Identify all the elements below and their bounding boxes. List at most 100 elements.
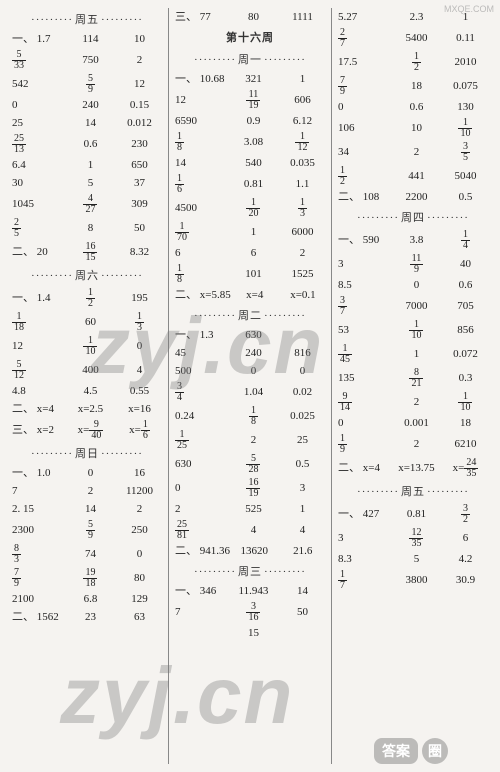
answer-cell: x=2435 [441,458,490,479]
answer-cell: 18 [441,418,490,429]
answer-cell: 7 [10,486,66,497]
answer-row: 145400.035 [173,156,327,171]
stamp-pill: 答案 [374,738,418,764]
answer-cell: 130 [441,102,490,113]
answer-row: 二、 x=4x=2.5x=16 [10,402,164,417]
answer-cell: x=16 [115,420,164,441]
answer-cell: 二、 20 [10,247,66,258]
answer-row: 2. 15142 [10,502,164,517]
answer-row: 016193 [173,478,327,499]
answer-cell: 27 [336,28,392,49]
answer-cell: x=2.5 [66,404,115,415]
answer-cell: 2 [392,439,441,450]
answer-cell: 3 [278,483,327,494]
page: ·········周五·········一、 1.711410533750254… [0,0,500,772]
answer-cell: 12 [10,341,66,352]
answer-cell: 3 [336,259,392,270]
section-heading: ·········周三········· [173,563,327,579]
answer-row: 1186013 [10,312,164,333]
answer-row: 662 [173,246,327,261]
answer-row: 一、 1.412195 [10,288,164,309]
answer-cell: 25 [10,118,66,129]
answer-cell: 2300 [10,525,66,536]
answer-row: 25140.012 [10,116,164,131]
answer-cell: x=4 [231,290,279,301]
answer-cell: 0.001 [392,418,441,429]
answer-cell: 0.9 [229,116,278,127]
answer-cell: 250 [115,525,164,536]
answer-cell: 816 [278,348,327,359]
answer-row: 00.00118 [336,416,490,431]
answer-row: 341.040.02 [173,382,327,403]
answer-cell: 2010 [441,57,490,68]
answer-cell: 34 [336,147,392,158]
answer-cell: 110 [392,320,441,341]
answer-cell: 10 [115,34,164,45]
content-columns: ·········周五·········一、 1.711410533750254… [0,0,500,772]
answer-row: 121119606 [173,90,327,111]
answer-cell: 4.8 [10,386,66,397]
answer-row: 83740 [10,544,164,565]
answer-cell: 11200 [115,486,164,497]
answer-row: 一、 1.3630 [173,328,327,343]
answer-cell: 6210 [441,439,490,450]
answer-row: 一、 5903.814 [336,230,490,251]
answer-row: 311940 [336,254,490,275]
answer-cell: 2 [173,504,229,515]
bottom-stamp: 答案 圈 [374,736,494,766]
answer-cell: 0 [336,418,392,429]
answer-cell: 7000 [392,301,441,312]
answer-cell: 30.9 [441,575,490,586]
answer-cell: 19 [336,434,392,455]
answer-row: 17016000 [173,222,327,243]
answer-row: 二、 x=5.85x=4x=0.1 [173,288,327,303]
answer-row: 5425912 [10,74,164,95]
answer-cell: 12 [336,166,392,187]
answer-cell: 5.27 [336,12,392,23]
stamp-circle: 圈 [422,738,448,764]
answer-cell: 一、 1.7 [10,34,66,45]
answer-cell: 110 [441,392,490,413]
answer-row: 8.354.2 [336,552,490,567]
answer-cell: 25 [278,435,327,446]
answer-cell: 79 [336,76,392,97]
answer-cell: 74 [66,549,115,560]
column-3: 5.272.312754000.1117.512201079180.07500.… [332,8,494,764]
answer-cell: 542 [10,79,66,90]
answer-row: 21006.8129 [10,592,164,607]
answer-cell: 4.2 [441,554,490,565]
answer-cell: 0.6 [392,102,441,113]
answer-row: 181011525 [173,264,327,285]
answer-cell: 3.8 [392,235,441,246]
answer-cell: 914 [336,392,392,413]
answer-cell: 0 [392,280,441,291]
answer-cell: 18 [173,132,229,153]
answer-cell: x=940 [66,420,115,441]
answer-cell: 18 [392,81,441,92]
answer-cell: 0 [336,102,392,113]
answer-cell: 0.81 [229,179,278,190]
answer-row: 三、 x=2x=940x=16 [10,420,164,441]
answer-cell: 30 [10,178,66,189]
answer-cell: 34 [173,382,229,403]
answer-cell: 540 [229,158,278,169]
answer-row: 二、 10822000.5 [336,190,490,205]
answer-cell: 8 [66,223,115,234]
answer-cell: 1615 [66,242,115,263]
answer-cell: 14 [441,230,490,251]
answer-cell: 650 [115,160,164,171]
answer-row: 731650 [173,602,327,623]
answer-cell: 13 [115,312,164,333]
answer-cell: 0.15 [115,100,164,111]
answer-cell: 18 [229,406,278,427]
answer-cell: 240 [229,348,278,359]
answer-cell: 一、 1.4 [10,293,66,304]
answer-row: 121100 [10,336,164,357]
answer-cell: 512 [10,360,66,381]
answer-cell: 112 [278,132,327,153]
answer-cell: 12 [392,52,441,73]
answer-row: 1045427309 [10,194,164,215]
answer-cell: 15 [229,628,278,639]
answer-cell: 1119 [229,90,278,111]
answer-row: 25251 [173,502,327,517]
